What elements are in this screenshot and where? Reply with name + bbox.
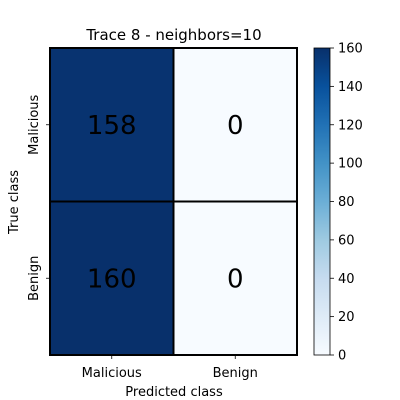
- heatmap-cell-value-1-0: 160: [87, 264, 137, 294]
- heatmap-cell-1-0: [49, 200, 175, 356]
- heatmap-cell-value-0-1: 0: [227, 111, 244, 141]
- colorbar-tick-label: 100: [338, 157, 363, 172]
- heatmap-cell-value-0-0: 158: [87, 111, 137, 141]
- colorbar-tick-label: 120: [338, 118, 363, 133]
- y-axis-ticks: Malicious Benign: [27, 94, 50, 301]
- colorbar-tick-label: 60: [338, 233, 355, 248]
- colorbar-tick-label: 140: [338, 80, 363, 95]
- colorbar: [313, 47, 331, 356]
- colorbar-tick-label: 80: [338, 195, 355, 210]
- colorbar-ticks: 0 20 40 60 80 100 120 140 160: [330, 42, 363, 364]
- y-axis-label: True class: [7, 170, 22, 235]
- heatmap-cell-0-1: [172, 47, 298, 203]
- colorbar-tick-label: 160: [338, 42, 363, 57]
- colorbar-tick-label: 20: [338, 310, 355, 325]
- y-tick-label: Benign: [27, 256, 42, 301]
- heatmap-cell-1-1: [172, 200, 298, 356]
- x-tick-label: Benign: [213, 366, 258, 381]
- colorbar-tick-label: 40: [338, 272, 355, 287]
- chart-title: Trace 8 - neighbors=10: [85, 26, 261, 44]
- y-tick-label: Malicious: [27, 94, 42, 154]
- heatmap-cells: [49, 47, 298, 356]
- heatmap-cell-labels: 158 0 160 0: [87, 111, 244, 295]
- heatmap-cell-value-1-1: 0: [227, 264, 244, 294]
- x-axis-label: Predicted class: [125, 385, 223, 400]
- x-axis-ticks: Malicious Benign: [82, 355, 258, 381]
- x-tick-label: Malicious: [82, 366, 142, 381]
- heatmap-cell-0-0: [49, 47, 175, 203]
- colorbar-tick-label: 0: [338, 349, 346, 364]
